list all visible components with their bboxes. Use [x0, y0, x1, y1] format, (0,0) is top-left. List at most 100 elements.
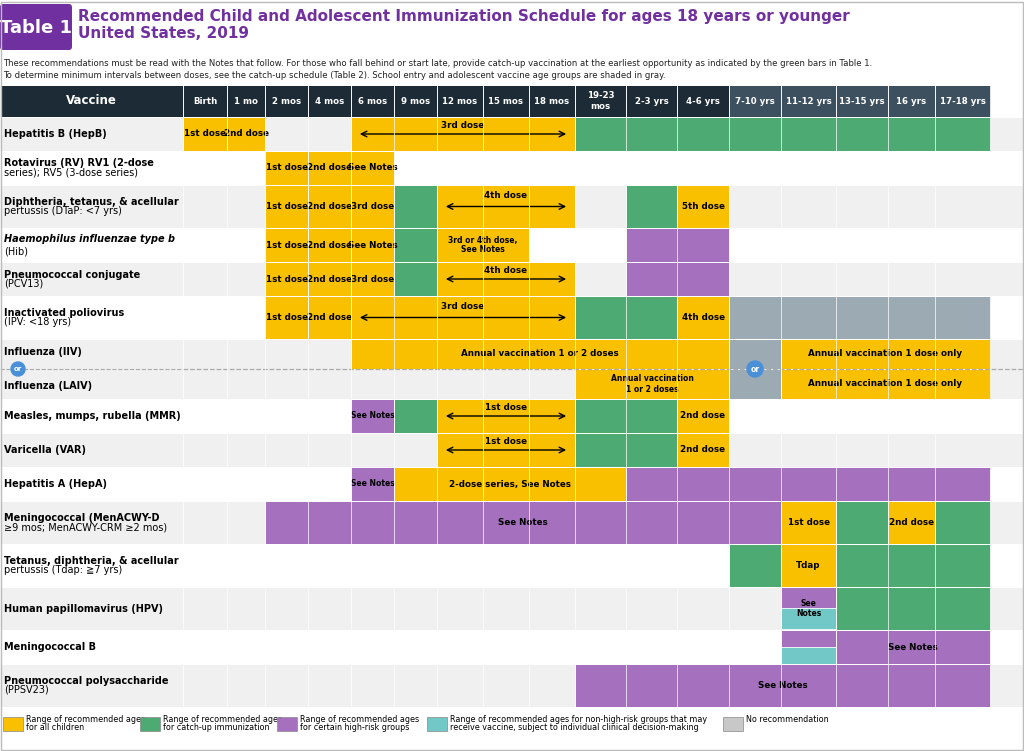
Bar — [677, 85, 729, 117]
Text: 1 mo: 1 mo — [234, 96, 258, 105]
Bar — [351, 339, 729, 369]
Text: Diphtheria, tetanus, & acellular: Diphtheria, tetanus, & acellular — [4, 197, 179, 207]
Bar — [3, 717, 23, 731]
Bar — [575, 399, 677, 433]
FancyBboxPatch shape — [0, 4, 72, 50]
Bar — [781, 85, 836, 117]
Bar — [575, 433, 677, 467]
Text: for all children: for all children — [26, 723, 84, 732]
Bar — [0, 399, 1024, 433]
Text: (PCV13): (PCV13) — [4, 279, 43, 288]
Bar — [626, 262, 729, 296]
Text: 2nd dose: 2nd dose — [307, 275, 352, 283]
Text: 3rd dose: 3rd dose — [351, 275, 394, 283]
Text: 2nd dose: 2nd dose — [307, 202, 352, 211]
Text: 1st dose: 1st dose — [485, 437, 527, 446]
Bar — [729, 85, 781, 117]
Bar — [729, 544, 781, 587]
Bar — [575, 296, 677, 339]
Text: 3rd or 4th dose,: 3rd or 4th dose, — [449, 236, 518, 245]
Bar — [351, 228, 394, 262]
Text: pertussis (Tdap: ≧7 yrs): pertussis (Tdap: ≧7 yrs) — [4, 565, 122, 575]
Text: Annual vaccination
1 or 2 doses: Annual vaccination 1 or 2 doses — [610, 374, 693, 394]
Text: 11-12 yrs: 11-12 yrs — [785, 96, 831, 105]
Bar — [575, 369, 729, 399]
Bar — [781, 501, 836, 544]
Text: See Notes: See Notes — [350, 479, 394, 488]
Bar — [729, 339, 781, 369]
Text: 6 mos: 6 mos — [358, 96, 387, 105]
Text: See Notes: See Notes — [347, 164, 397, 173]
Text: Annual vaccination 1 dose only: Annual vaccination 1 dose only — [808, 349, 963, 358]
Text: See Notes: See Notes — [350, 412, 394, 421]
Bar — [781, 630, 836, 647]
Bar — [183, 85, 227, 117]
Bar — [888, 501, 935, 544]
Bar — [677, 433, 729, 467]
Bar — [265, 262, 308, 296]
Text: 3rd dose: 3rd dose — [351, 202, 394, 211]
Bar — [308, 228, 351, 262]
Text: Varicella (VAR): Varicella (VAR) — [4, 445, 86, 455]
Bar — [836, 630, 990, 664]
Text: 9 mos: 9 mos — [401, 96, 430, 105]
Bar — [626, 228, 729, 262]
Bar — [394, 85, 437, 117]
Text: See Notes: See Notes — [461, 246, 505, 255]
Text: See Notes: See Notes — [498, 518, 548, 527]
Text: Vaccine: Vaccine — [67, 95, 117, 107]
Bar — [781, 369, 990, 399]
Text: Influenza (IIV): Influenza (IIV) — [4, 347, 82, 357]
Bar — [265, 185, 308, 228]
Bar — [351, 296, 575, 339]
Bar — [140, 717, 160, 731]
Bar — [265, 151, 308, 185]
Text: Range of recommended ages: Range of recommended ages — [300, 714, 419, 723]
Text: 2nd dose: 2nd dose — [889, 518, 934, 527]
Bar — [278, 717, 297, 731]
Text: 4-6 yrs: 4-6 yrs — [686, 96, 720, 105]
Text: 1st dose: 1st dose — [265, 240, 307, 249]
Text: 3rd dose: 3rd dose — [441, 121, 484, 130]
Text: 2nd dose: 2nd dose — [307, 240, 352, 249]
Bar — [677, 399, 729, 433]
Text: To determine minimum intervals between doses, see the catch-up schedule (Table 2: To determine minimum intervals between d… — [3, 71, 666, 80]
Text: pertussis (DTaP: <7 yrs): pertussis (DTaP: <7 yrs) — [4, 206, 122, 216]
Text: Table 1: Table 1 — [0, 19, 72, 37]
Text: Pneumococcal polysaccharide: Pneumococcal polysaccharide — [4, 676, 169, 686]
Text: See Notes: See Notes — [347, 240, 397, 249]
Bar — [729, 296, 990, 339]
Text: 17-18 yrs: 17-18 yrs — [940, 96, 985, 105]
Text: 1st dose: 1st dose — [265, 164, 307, 173]
Text: 2-3 yrs: 2-3 yrs — [635, 96, 669, 105]
Text: See Notes: See Notes — [888, 643, 938, 652]
Bar — [351, 117, 575, 151]
Text: 4th dose: 4th dose — [484, 192, 527, 201]
Text: Birth: Birth — [193, 96, 217, 105]
Text: (PPSV23): (PPSV23) — [4, 685, 49, 695]
Text: 3rd dose: 3rd dose — [441, 302, 484, 311]
Bar — [483, 85, 529, 117]
Text: 4 mos: 4 mos — [314, 96, 344, 105]
Bar — [729, 369, 781, 399]
Bar — [935, 501, 990, 544]
Bar — [0, 296, 1024, 339]
Text: 18 mos: 18 mos — [535, 96, 569, 105]
Text: Hepatitis B (HepB): Hepatitis B (HepB) — [4, 129, 106, 139]
Text: Hepatitis A (HepA): Hepatitis A (HepA) — [4, 479, 106, 489]
Text: 1st dose: 1st dose — [265, 313, 307, 322]
Text: See Notes: See Notes — [758, 681, 807, 690]
Bar — [427, 717, 446, 731]
Text: 1st dose: 1st dose — [485, 403, 527, 412]
Text: 2nd dose: 2nd dose — [307, 313, 352, 322]
Text: for catch-up immunization: for catch-up immunization — [163, 723, 269, 732]
Text: Annual vaccination 1 dose only: Annual vaccination 1 dose only — [808, 379, 963, 388]
Bar — [265, 501, 781, 544]
Text: Tetanus, diphtheria, & acellular: Tetanus, diphtheria, & acellular — [4, 556, 178, 566]
Bar — [0, 467, 1024, 501]
Bar — [0, 151, 1024, 185]
Bar — [265, 296, 308, 339]
Bar — [394, 262, 437, 296]
Bar — [437, 399, 575, 433]
Text: Measles, mumps, rubella (MMR): Measles, mumps, rubella (MMR) — [4, 411, 181, 421]
